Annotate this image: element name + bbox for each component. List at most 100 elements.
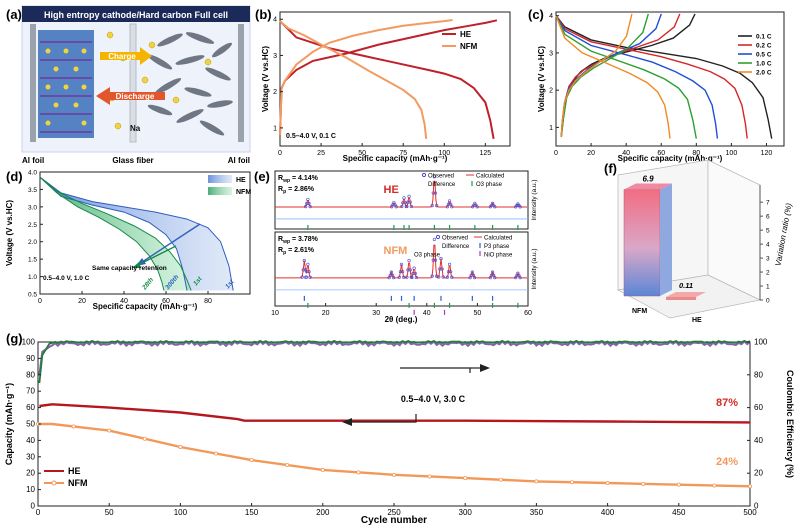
discharge-label: Discharge — [116, 92, 155, 101]
legend-swatch-he — [208, 175, 232, 183]
e-top-legend-observed: Observed — [428, 174, 454, 180]
e-top-legend-o3: O3 phase — [476, 182, 503, 188]
x-tick-label: 100 — [174, 508, 188, 517]
al-foil-left — [30, 24, 36, 142]
x-tick-label: 0 — [36, 508, 41, 517]
f-bar-nfm — [623, 189, 661, 297]
legend-label-nfm: NFM — [236, 189, 251, 196]
x-tick-label: 50 — [474, 310, 482, 317]
he-fade-band — [40, 177, 234, 291]
y-tick-label: 3 — [549, 50, 553, 57]
y-tick-label: 3.0 — [28, 204, 37, 211]
nfm-marker — [641, 481, 646, 486]
x-tick-label: 250 — [387, 508, 401, 517]
e-top-observed-point — [433, 191, 438, 195]
series-line-nfm-discharge — [279, 20, 428, 139]
panel-label-f: (f) — [604, 161, 617, 176]
panel-label-g: (g) — [6, 331, 23, 346]
e-bot-observed-point — [447, 262, 452, 267]
x-axis-label: Specific capacity (mAh·g⁻¹) — [93, 302, 198, 311]
x-tick-label: 30 — [372, 310, 380, 317]
e-top-observed-point — [408, 200, 412, 204]
f-y-tick-label: 4 — [766, 242, 770, 249]
x-tick-label: 100 — [438, 150, 450, 157]
e-top-legend-observed-marker — [421, 172, 427, 178]
nfm-28th-line — [39, 176, 165, 291]
e-top-observed-point — [432, 175, 436, 179]
x-tick-label: 125 — [480, 150, 492, 157]
panel-label-e: (e) — [254, 169, 270, 184]
e-top-observed-point — [430, 203, 434, 208]
e-top-observed-point — [403, 201, 407, 205]
e-bot-observed-point — [398, 270, 402, 274]
y-tick-label: 1 — [273, 125, 277, 132]
subscript: p — [283, 189, 286, 195]
e-bot-observed-point — [516, 271, 520, 275]
e-bot-legend-difference: Difference — [442, 244, 470, 250]
x-tick-label: 60 — [524, 310, 532, 317]
nfm-marker — [427, 474, 432, 479]
value: = 4.14% — [290, 175, 319, 182]
he-retention-label: 87% — [716, 397, 738, 409]
e-bot-observed-point — [515, 274, 519, 278]
e-top-legend-difference: Difference — [428, 182, 456, 188]
discharge-line-20C — [555, 15, 671, 139]
e-bot-observed-point — [437, 275, 441, 279]
plot-frame — [39, 171, 251, 295]
x-tick-label: 500 — [743, 508, 757, 517]
y-axis-label: Voltage (V vs.HC) — [537, 46, 546, 112]
y-tick-label: 3.5 — [28, 187, 37, 194]
panel-label-d: (d) — [6, 169, 23, 184]
charge-label: Charge — [108, 52, 136, 61]
nfm-marker — [285, 462, 290, 467]
nfm-marker — [570, 480, 575, 485]
nfm-marker — [391, 472, 396, 477]
nfm-1st-line — [39, 176, 192, 291]
nfm-marker — [213, 451, 218, 456]
e-top-legend-calculated: Calculated — [476, 174, 504, 180]
e-bot-sample-name: NFM — [384, 245, 408, 257]
x-tick-label: 75 — [399, 150, 407, 157]
x-tick-label: 350 — [530, 508, 544, 517]
panel-e: (e) HE Rwp = 4.14% Rp = 2.86% Intensity (a.u… — [254, 169, 538, 324]
nfm-marker — [498, 477, 503, 482]
y-tick-label: 2 — [549, 88, 553, 95]
x-tick-label: 25 — [317, 150, 325, 157]
legend-label-he: HE — [460, 30, 472, 39]
x-tick-label: 40 — [423, 310, 431, 317]
x-axis-label: Specific capacity (mAh·g⁻¹) — [343, 154, 448, 163]
e-bot-observed-point — [411, 271, 415, 276]
f-bar-nfm-top — [624, 183, 672, 190]
legend-label: 0.1 C — [756, 34, 772, 41]
y2-axis-label: Coulombic Efficiency (%) — [785, 370, 794, 478]
y-tick-label: 2.5 — [28, 222, 37, 229]
legend-label-nfm: NFM — [460, 42, 478, 51]
capacity-pointer-line — [352, 414, 417, 423]
f-y-tick-label: 7 — [766, 200, 770, 207]
x-tick-label: 50 — [105, 508, 114, 517]
y-tick-label: 100 — [22, 338, 36, 347]
legend-label-he: HE — [68, 466, 81, 476]
charge-line-20C — [560, 13, 633, 137]
plot-frame — [274, 231, 529, 307]
e-bot-observed-point — [439, 257, 443, 261]
e-bot-observed-point — [432, 237, 436, 241]
y-tick-label: 4 — [549, 13, 553, 20]
x-tick-label: 10 — [271, 310, 279, 317]
legend-label: 2.0 C — [756, 70, 772, 77]
e-bot-legend-o3: O3 phase — [414, 253, 441, 259]
e-bot-legend-observed-marker — [435, 234, 441, 240]
e-bot-observed-point — [392, 276, 396, 280]
e-top-observed-point — [409, 204, 413, 209]
e-top-observed-point — [402, 196, 406, 200]
y-tick-label: 4 — [273, 17, 277, 24]
f-y-tick-label: 2 — [766, 270, 770, 277]
f-bar-nfm-side — [660, 183, 672, 296]
e-bot-observed-point — [433, 258, 438, 262]
nfm-marker — [178, 444, 183, 449]
x-tick-label: 20 — [78, 298, 86, 305]
nfm-marker — [463, 476, 468, 481]
x-tick-label: 60 — [162, 298, 170, 305]
nfm-marker — [71, 424, 76, 429]
x-tick-label: 80 — [204, 298, 212, 305]
